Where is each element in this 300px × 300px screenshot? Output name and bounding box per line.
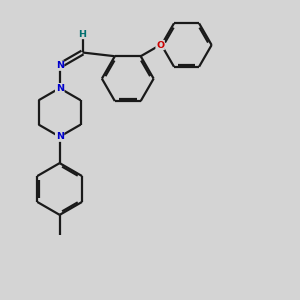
Text: O: O (156, 40, 164, 50)
Text: N: N (56, 61, 64, 70)
Text: H: H (79, 29, 86, 38)
Text: N: N (56, 84, 64, 93)
Text: N: N (56, 132, 64, 141)
Text: N: N (56, 84, 64, 93)
